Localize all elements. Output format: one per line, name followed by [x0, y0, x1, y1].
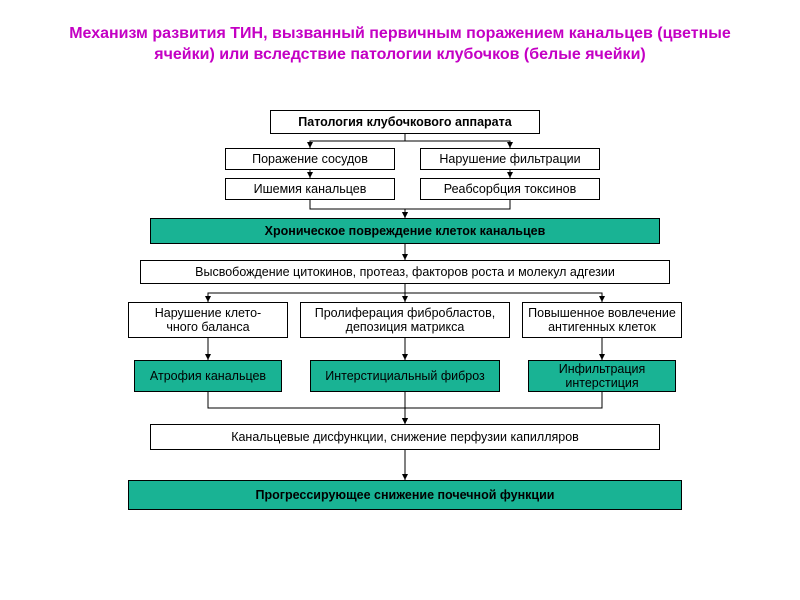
- flow-box: Инфильтрация интерстиция: [528, 360, 676, 392]
- flow-box: Ишемия канальцев: [225, 178, 395, 200]
- flow-arrow: [405, 134, 510, 148]
- diagram-title: Механизм развития ТИН, вызванный первичн…: [0, 24, 800, 66]
- flow-box: Высвобождение цитокинов, протеаз, фактор…: [140, 260, 670, 284]
- flow-arrow: [310, 134, 405, 148]
- flow-arrow: [405, 200, 510, 218]
- arrow-layer: [0, 0, 800, 600]
- flow-box: Интерстициальный фиброз: [310, 360, 500, 392]
- flow-arrow: [310, 200, 405, 218]
- flow-box: Повышенное вовлечение антигенных клеток: [522, 302, 682, 338]
- flow-box: Нарушение фильтрации: [420, 148, 600, 170]
- flow-box: Реабсорбция токсинов: [420, 178, 600, 200]
- flow-arrow: [405, 284, 602, 302]
- flow-box: Нарушение клето-чного баланса: [128, 302, 288, 338]
- flow-arrow: [208, 392, 405, 424]
- flow-box: Атрофия канальцев: [134, 360, 282, 392]
- flow-box: Канальцевые дисфункции, снижение перфузи…: [150, 424, 660, 450]
- flow-box: Патология клубочкового аппарата: [270, 110, 540, 134]
- flow-arrow: [208, 284, 405, 302]
- page: Механизм развития ТИН, вызванный первичн…: [0, 0, 800, 600]
- flow-box: Хроническое повреждение клеток канальцев: [150, 218, 660, 244]
- flow-box: Пролиферация фибробластов, депозиция мат…: [300, 302, 510, 338]
- flow-arrow: [405, 392, 602, 424]
- flow-box: Прогрессирующее снижение почечной функци…: [128, 480, 682, 510]
- flow-box: Поражение сосудов: [225, 148, 395, 170]
